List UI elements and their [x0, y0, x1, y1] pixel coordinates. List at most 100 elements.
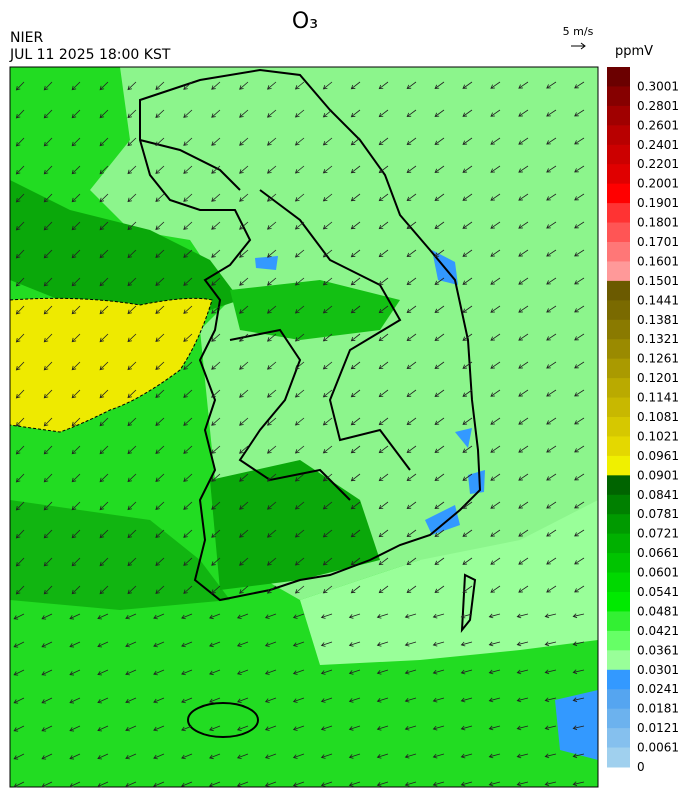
wind-arrow [434, 585, 445, 593]
colorbar-label: 0.1321 [637, 332, 679, 346]
wind-arrow [69, 725, 81, 732]
wind-arrow [516, 781, 529, 787]
wind-arrow [125, 669, 137, 676]
wind-arrow [322, 221, 333, 230]
wind-arrow [69, 781, 81, 788]
wind-arrow [518, 557, 529, 565]
wind-arrow [267, 389, 277, 398]
wind-arrow [41, 641, 53, 648]
wind-arrow [183, 417, 193, 426]
wind-arrow [267, 221, 277, 230]
wind-arrow [97, 641, 109, 648]
colorbar-swatch [607, 475, 630, 496]
wind-arrow [350, 333, 361, 342]
wind-arrow [350, 137, 361, 146]
wind-arrow [211, 305, 221, 314]
wind-arrow [516, 641, 529, 647]
wind-arrow [322, 501, 333, 510]
wind-arrow [71, 249, 81, 259]
wind-arrow [239, 417, 249, 426]
colorbar-label: 0.1441 [637, 293, 679, 307]
wind-arrow [462, 249, 473, 257]
wind-arrow [239, 389, 249, 398]
wind-arrow [460, 613, 473, 619]
wind-arrow [155, 585, 165, 595]
wind-arrow [462, 81, 473, 89]
wind-arrow [239, 221, 249, 230]
wind-arrow [432, 781, 445, 787]
wind-arrow [15, 585, 25, 595]
wind-arrow [376, 753, 389, 759]
wind-arrow [518, 529, 529, 537]
wind-arrow [350, 81, 361, 90]
wind-arrow [546, 137, 557, 145]
wind-arrow [239, 305, 249, 314]
wind-arrow [294, 473, 305, 482]
wind-arrow [574, 361, 585, 369]
wind-arrow [376, 725, 389, 731]
wind-arrow [490, 305, 501, 313]
colorbar-label: 0.1261 [637, 352, 679, 366]
wind-arrow [153, 613, 165, 620]
colorbar-swatch [607, 378, 630, 399]
wind-arrow [518, 165, 529, 173]
wind-arrow [211, 557, 221, 566]
wind-arrow [490, 249, 501, 257]
wind-arrow [239, 585, 249, 594]
wind-arrow [155, 333, 165, 343]
wind-arrow [406, 221, 417, 230]
wind-arrow [294, 277, 305, 286]
wind-arrow [350, 501, 361, 510]
colorbar-label: 0.0301 [637, 663, 679, 677]
wind-arrow [434, 473, 445, 481]
wind-arrow [322, 137, 333, 146]
wind-arrow [518, 333, 529, 341]
wind-arrow [43, 529, 53, 539]
wind-arrow [350, 361, 361, 370]
wind-arrow [406, 445, 417, 454]
colorbar-label: 0.1201 [637, 371, 679, 385]
wind-arrow [99, 529, 109, 539]
wind-arrow [434, 361, 445, 369]
wind-arrow [155, 473, 165, 483]
colorbar-label: 0.0181 [637, 702, 679, 716]
wind-arrow [292, 641, 305, 647]
colorbar-swatch [607, 708, 630, 729]
colorbar-label: 0.0721 [637, 527, 679, 541]
wind-arrow [350, 193, 361, 202]
wind-arrow [462, 361, 473, 369]
wind-arrow [13, 697, 25, 704]
wind-arrow [294, 417, 305, 426]
colorbar-swatch [607, 164, 630, 185]
wind-arrow [155, 249, 165, 259]
wind-arrow [292, 781, 305, 787]
wind-arrow [378, 81, 389, 90]
wind-arrow [43, 445, 53, 455]
wind-arrow [348, 697, 361, 703]
wind-arrow [127, 445, 137, 455]
wind-arrow [322, 361, 333, 370]
wind-arrow [378, 473, 389, 482]
wind-arrow [546, 81, 557, 89]
wind-arrow [239, 277, 249, 286]
wind-arrow [155, 277, 165, 287]
wind-arrow [490, 501, 501, 509]
wind-arrow [490, 473, 501, 481]
wind-arrow [462, 417, 473, 425]
wind-arrow [518, 305, 529, 313]
wind-arrow [518, 137, 529, 145]
wind-arrow [97, 753, 109, 760]
wind-arrow [348, 753, 361, 759]
wind-arrow [71, 585, 81, 595]
wind-arrow [127, 361, 137, 371]
colorbar-swatch [607, 553, 630, 574]
wind-arrow [322, 193, 333, 202]
colorbar-label: 0 [637, 760, 645, 774]
wind-arrow [490, 585, 501, 593]
wind-arrow [460, 641, 473, 647]
wind-arrow [43, 221, 53, 231]
wind-arrow [267, 585, 277, 594]
colorbar-label: 0.2401 [637, 138, 679, 152]
wind-arrow [264, 613, 277, 619]
wind-arrow [69, 641, 81, 648]
